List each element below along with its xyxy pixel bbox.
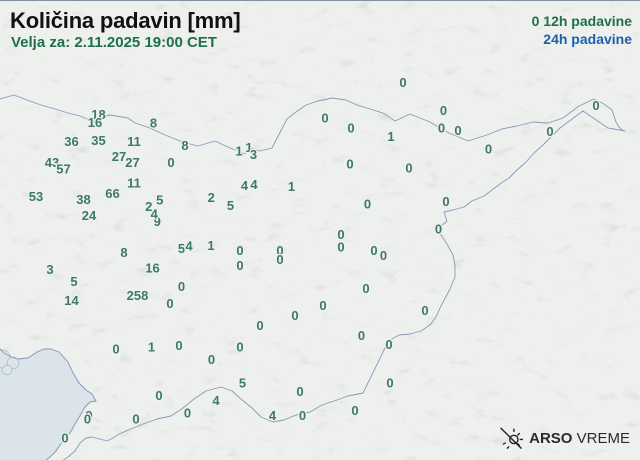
svg-text:8: 8 (150, 116, 157, 131)
svg-text:11: 11 (127, 134, 141, 149)
svg-text:2: 2 (208, 190, 215, 205)
svg-text:0: 0 (421, 303, 428, 318)
svg-text:24: 24 (82, 208, 97, 223)
svg-text:0: 0 (208, 352, 215, 367)
svg-text:27: 27 (125, 155, 139, 170)
svg-text:0: 0 (155, 388, 162, 403)
svg-text:4: 4 (269, 408, 277, 423)
svg-text:0: 0 (321, 111, 328, 126)
svg-text:0: 0 (435, 222, 442, 237)
svg-text:1: 1 (207, 238, 214, 253)
svg-text:0: 0 (438, 121, 445, 136)
svg-text:0: 0 (385, 337, 392, 352)
svg-text:0: 0 (442, 194, 449, 209)
svg-text:5: 5 (239, 376, 246, 391)
svg-text:0: 0 (346, 157, 353, 172)
svg-text:8: 8 (120, 245, 127, 260)
svg-text:0: 0 (276, 252, 283, 267)
svg-text:27: 27 (112, 149, 126, 164)
svg-text:38: 38 (76, 192, 90, 207)
svg-text:0: 0 (256, 318, 263, 333)
svg-text:5: 5 (227, 198, 234, 213)
svg-text:0: 0 (347, 121, 354, 136)
svg-text:0: 0 (299, 408, 306, 423)
svg-text:14: 14 (64, 293, 79, 308)
svg-text:16: 16 (88, 115, 102, 130)
svg-text:0: 0 (112, 342, 119, 357)
svg-text:0: 0 (358, 328, 365, 343)
svg-text:0: 0 (364, 197, 371, 212)
svg-text:35: 35 (91, 133, 105, 148)
svg-text:0: 0 (399, 75, 406, 90)
svg-text:16: 16 (145, 261, 159, 276)
svg-text:5: 5 (70, 274, 77, 289)
svg-text:4: 4 (212, 393, 220, 408)
svg-text:1: 1 (235, 144, 242, 159)
svg-text:0: 0 (485, 142, 492, 157)
svg-text:0: 0 (380, 248, 387, 263)
svg-text:1: 1 (148, 340, 155, 355)
svg-text:4: 4 (185, 239, 193, 254)
svg-text:3: 3 (250, 147, 257, 162)
svg-text:0: 0 (296, 384, 303, 399)
svg-text:0: 0 (184, 406, 191, 421)
svg-text:0: 0 (351, 403, 358, 418)
svg-text:66: 66 (105, 186, 119, 201)
svg-text:53: 53 (29, 189, 43, 204)
svg-text:0: 0 (370, 243, 377, 258)
svg-text:0: 0 (132, 412, 139, 427)
svg-text:0: 0 (440, 103, 447, 118)
svg-text:1: 1 (288, 179, 295, 194)
svg-text:0: 0 (337, 240, 344, 255)
svg-text:0: 0 (166, 296, 173, 311)
svg-text:0: 0 (84, 412, 91, 427)
svg-text:0: 0 (319, 298, 326, 313)
svg-text:0: 0 (454, 123, 461, 138)
svg-text:0: 0 (592, 98, 599, 113)
svg-text:0: 0 (61, 431, 68, 446)
svg-text:5: 5 (178, 241, 185, 256)
svg-text:0: 0 (291, 308, 298, 323)
svg-text:8: 8 (181, 138, 188, 153)
svg-text:11: 11 (127, 176, 141, 191)
svg-text:0: 0 (546, 124, 553, 139)
svg-text:1: 1 (387, 129, 394, 144)
svg-text:36: 36 (64, 134, 78, 149)
svg-text:258: 258 (127, 288, 149, 303)
svg-text:3: 3 (46, 262, 53, 277)
svg-text:0: 0 (178, 279, 185, 294)
svg-text:4: 4 (250, 177, 258, 192)
svg-text:0: 0 (175, 338, 182, 353)
svg-text:57: 57 (56, 162, 70, 177)
svg-text:0: 0 (236, 243, 243, 258)
svg-text:4: 4 (151, 206, 159, 221)
svg-text:0: 0 (362, 281, 369, 296)
svg-text:0: 0 (236, 340, 243, 355)
svg-text:4: 4 (241, 178, 249, 193)
svg-text:0: 0 (405, 161, 412, 176)
svg-text:0: 0 (167, 155, 174, 170)
svg-text:0: 0 (236, 258, 243, 273)
svg-text:0: 0 (386, 376, 393, 391)
